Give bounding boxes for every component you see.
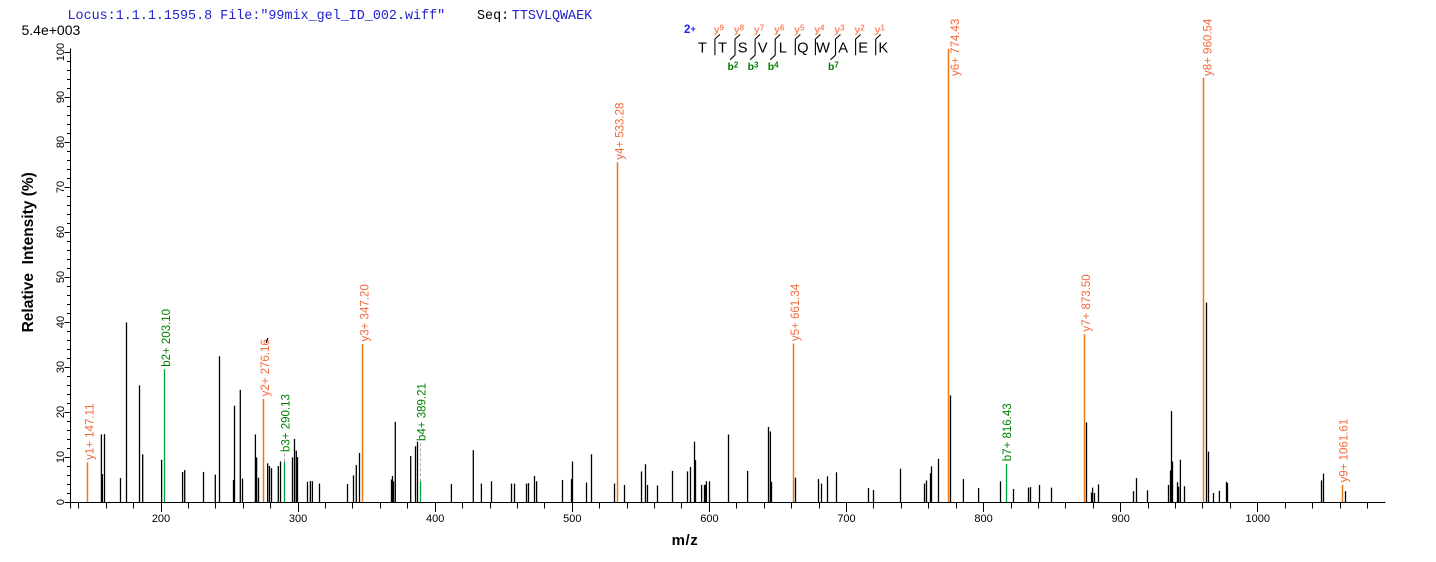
- svg-text:500: 500: [563, 513, 581, 525]
- svg-text:A: A: [838, 40, 848, 56]
- svg-text:y8+ 960.54: y8+ 960.54: [1203, 18, 1215, 76]
- svg-text:L: L: [779, 40, 787, 56]
- svg-text:y3: y3: [834, 24, 845, 37]
- svg-text:700: 700: [837, 513, 855, 525]
- svg-text:y1+ 147.11: y1+ 147.11: [84, 404, 96, 460]
- svg-text:W: W: [816, 40, 830, 56]
- svg-text:0: 0: [55, 499, 67, 505]
- svg-text:b4+ 389.21: b4+ 389.21: [416, 383, 428, 441]
- svg-text:Relative Intensity (%): Relative Intensity (%): [20, 172, 37, 332]
- svg-text:200: 200: [152, 513, 170, 525]
- svg-text:V: V: [758, 40, 768, 56]
- svg-text:Q: Q: [797, 40, 808, 56]
- svg-text:20: 20: [55, 406, 67, 418]
- svg-text:90: 90: [55, 91, 67, 103]
- svg-text:y9+ 1061.61: y9+ 1061.61: [1339, 419, 1351, 483]
- svg-text:y5: y5: [794, 24, 805, 37]
- svg-text:40: 40: [55, 316, 67, 328]
- svg-text:y2+ 276.16: y2+ 276.16: [260, 339, 272, 396]
- svg-text:b3: b3: [748, 61, 759, 74]
- svg-text:800: 800: [974, 513, 992, 525]
- svg-text:y8: y8: [734, 24, 745, 37]
- svg-text:30: 30: [55, 361, 67, 373]
- svg-text:b7: b7: [828, 61, 839, 74]
- svg-text:y1: y1: [875, 24, 886, 37]
- svg-text:m/z: m/z: [672, 532, 699, 549]
- svg-text:y9: y9: [714, 24, 725, 37]
- svg-text:y6+ 774.43: y6+ 774.43: [950, 19, 962, 76]
- svg-text:K: K: [878, 40, 888, 56]
- svg-text:y7+ 873.50: y7+ 873.50: [1081, 274, 1093, 331]
- svg-text:b2+ 203.10: b2+ 203.10: [161, 309, 173, 367]
- svg-text:y6: y6: [774, 24, 785, 37]
- svg-text:80: 80: [55, 136, 67, 148]
- svg-text:T: T: [718, 40, 727, 56]
- svg-text:b4: b4: [768, 61, 779, 74]
- svg-text:S: S: [738, 40, 748, 56]
- svg-text:400: 400: [426, 513, 444, 525]
- svg-text:y4+ 533.28: y4+ 533.28: [614, 103, 626, 160]
- svg-text:10: 10: [55, 451, 67, 463]
- svg-text:b3+ 290.13: b3+ 290.13: [281, 394, 293, 452]
- svg-text:5.4e+003: 5.4e+003: [22, 22, 81, 38]
- svg-text:300: 300: [289, 513, 307, 525]
- svg-text:50: 50: [55, 271, 67, 283]
- svg-text:1000: 1000: [1246, 513, 1270, 525]
- svg-text:Locus:1.1.1.1595.8 File:"99mix: Locus:1.1.1.1595.8 File:"99mix_gel_ID_00…: [68, 9, 446, 24]
- svg-text:y7: y7: [754, 24, 765, 37]
- svg-text:E: E: [858, 40, 868, 56]
- svg-text:y3+ 347.20: y3+ 347.20: [359, 284, 371, 341]
- svg-text:b7+ 816.43: b7+ 816.43: [1002, 403, 1014, 461]
- svg-text:b2: b2: [728, 61, 739, 74]
- svg-text:y4: y4: [814, 24, 825, 37]
- svg-text:900: 900: [1112, 513, 1130, 525]
- svg-text:100: 100: [55, 43, 67, 61]
- svg-text:600: 600: [700, 513, 718, 525]
- svg-text:y2: y2: [854, 24, 865, 37]
- svg-text:70: 70: [55, 181, 67, 193]
- svg-text:T: T: [698, 40, 707, 56]
- svg-text:TTSVLQWAEK: TTSVLQWAEK: [512, 9, 593, 24]
- svg-text:Seq:: Seq:: [477, 9, 509, 24]
- svg-text:y5+ 661.34: y5+ 661.34: [790, 283, 802, 341]
- svg-text:2+: 2+: [684, 24, 696, 36]
- svg-text:60: 60: [55, 226, 67, 238]
